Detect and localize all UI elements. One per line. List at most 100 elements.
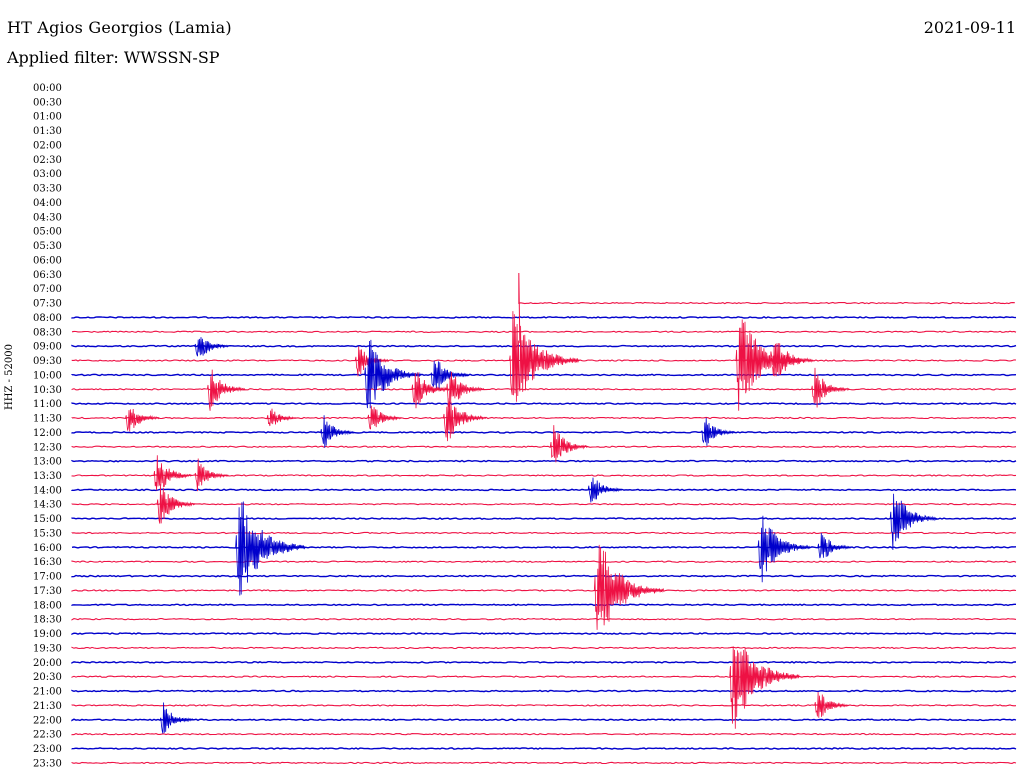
row-label: 06:30 bbox=[33, 270, 62, 281]
row-label-group: 00:00 00:30 01:00 01:30 02:00 02:30 03:00 03:30… bbox=[33, 83, 62, 769]
trace-line bbox=[71, 560, 1017, 563]
seismic-event bbox=[700, 417, 736, 446]
row-label: 10:30 bbox=[33, 385, 62, 396]
row-label: 09:30 bbox=[33, 356, 62, 367]
trace-line bbox=[71, 402, 1017, 405]
row-label: 03:00 bbox=[33, 169, 62, 180]
trace-line bbox=[71, 689, 1017, 693]
trace-line bbox=[71, 603, 1016, 607]
trace-line bbox=[71, 545, 1017, 549]
trace-line bbox=[518, 301, 1015, 305]
trace-line bbox=[71, 330, 1017, 334]
trace-line bbox=[71, 589, 1017, 592]
row-label: 01:00 bbox=[33, 112, 62, 123]
seismic-event bbox=[817, 532, 852, 559]
trace-line bbox=[71, 445, 1017, 448]
trace-line bbox=[71, 732, 1017, 736]
seismic-event bbox=[266, 408, 297, 427]
row-label: 02:30 bbox=[33, 155, 62, 166]
trace-line bbox=[71, 431, 1017, 434]
station-title: HT Agios Georgios (Lamia) bbox=[7, 18, 232, 37]
row-label: 09:00 bbox=[33, 342, 62, 353]
seismic-event bbox=[757, 515, 811, 583]
trace-line bbox=[71, 632, 1017, 636]
row-label: 17:30 bbox=[33, 586, 62, 597]
seismic-event bbox=[735, 319, 802, 411]
seismic-event bbox=[593, 544, 664, 630]
row-label: 07:00 bbox=[33, 284, 62, 295]
row-label: 20:30 bbox=[33, 672, 62, 683]
row-label: 08:30 bbox=[33, 327, 62, 338]
row-label: 19:30 bbox=[33, 643, 62, 654]
seismic-event bbox=[159, 702, 195, 734]
row-label: 00:30 bbox=[33, 97, 62, 108]
seismic-event bbox=[153, 455, 192, 491]
seismic-event bbox=[729, 646, 800, 729]
seismic-event bbox=[364, 339, 421, 409]
seismic-event bbox=[442, 398, 487, 442]
seismic-event bbox=[194, 458, 229, 492]
row-label: 19:00 bbox=[33, 629, 62, 640]
row-label: 16:30 bbox=[33, 557, 62, 568]
row-label: 14:00 bbox=[33, 485, 62, 496]
trace-line bbox=[71, 617, 1017, 621]
row-label: 16:00 bbox=[33, 543, 62, 554]
row-label: 23:00 bbox=[33, 744, 62, 755]
row-label: 20:00 bbox=[33, 658, 62, 669]
trace-line bbox=[71, 373, 1017, 377]
row-label: 13:00 bbox=[33, 457, 62, 468]
row-label: 21:00 bbox=[33, 687, 62, 698]
trace-line bbox=[71, 517, 1017, 520]
row-label: 23:30 bbox=[33, 758, 62, 769]
trace-line bbox=[71, 761, 1017, 765]
filter-label: Applied filter: WWSSN-SP bbox=[7, 48, 220, 67]
row-label: 02:00 bbox=[33, 140, 62, 151]
trace-line bbox=[71, 660, 1017, 664]
trace-line bbox=[71, 531, 1017, 535]
seismic-event bbox=[509, 311, 580, 402]
seismic-event bbox=[367, 405, 402, 430]
row-label: 14:30 bbox=[33, 500, 62, 511]
seismic-event bbox=[411, 372, 450, 409]
row-label: 18:30 bbox=[33, 615, 62, 626]
trace-group bbox=[71, 273, 1017, 765]
date-label: 2021-09-11 bbox=[923, 18, 1016, 37]
seismic-event bbox=[549, 425, 589, 463]
seismic-event bbox=[125, 408, 160, 432]
trace-line bbox=[71, 503, 1017, 506]
row-label: 18:00 bbox=[33, 600, 62, 611]
row-label: 05:00 bbox=[33, 227, 62, 238]
row-label: 06:00 bbox=[33, 255, 62, 266]
row-label: 01:30 bbox=[33, 126, 62, 137]
row-label: 04:00 bbox=[33, 198, 62, 209]
row-label: 12:30 bbox=[33, 442, 62, 453]
row-label: 08:00 bbox=[33, 313, 62, 324]
row-label: 07:30 bbox=[33, 299, 62, 310]
row-label: 00:00 bbox=[33, 83, 62, 94]
seismic-event bbox=[770, 343, 814, 377]
row-label: 03:30 bbox=[33, 184, 62, 195]
row-label: 17:00 bbox=[33, 572, 62, 583]
trace-line bbox=[71, 747, 1017, 750]
seismic-event bbox=[814, 691, 849, 718]
row-label: 10:00 bbox=[33, 370, 62, 381]
row-label: 12:00 bbox=[33, 428, 62, 439]
trace-line bbox=[71, 704, 1017, 707]
trace-line bbox=[71, 574, 1017, 578]
seismic-event bbox=[156, 484, 196, 524]
trace-line bbox=[71, 718, 1017, 722]
seismic-event bbox=[320, 415, 355, 448]
row-label: 13:30 bbox=[33, 471, 62, 482]
trace-line bbox=[71, 646, 1017, 650]
row-label: 22:00 bbox=[33, 715, 62, 726]
seismic-event bbox=[889, 493, 938, 551]
row-label: 22:30 bbox=[33, 730, 62, 741]
trace-line bbox=[71, 488, 1017, 492]
row-label: 04:30 bbox=[33, 212, 62, 223]
seismic-event bbox=[235, 501, 306, 596]
seismic-event bbox=[194, 337, 229, 357]
trace-line bbox=[71, 416, 1017, 420]
trace-line bbox=[71, 675, 1017, 678]
seismic-event bbox=[206, 369, 246, 411]
